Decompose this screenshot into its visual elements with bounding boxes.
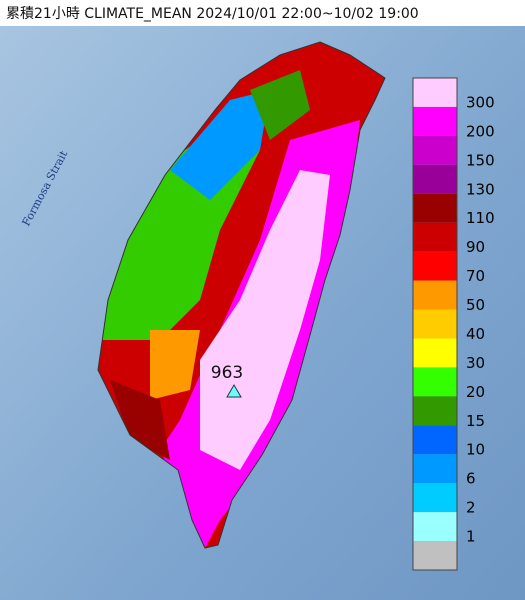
- max-marker: [226, 384, 242, 398]
- max-value-label: 963: [211, 363, 243, 383]
- legend-label: 130: [466, 180, 495, 198]
- legend-label: 300: [466, 93, 495, 111]
- legend-swatch: [413, 367, 457, 397]
- legend-swatch: [413, 280, 457, 310]
- legend-swatch: [413, 251, 457, 281]
- coastline: [97, 41, 386, 549]
- legend-swatch: [413, 193, 457, 223]
- legend-label: 10: [466, 441, 485, 459]
- legend-swatch: [413, 541, 457, 570]
- legend-label: 50: [466, 296, 485, 314]
- legend-swatch: [413, 78, 457, 107]
- legend-swatch: [413, 338, 457, 368]
- title-bar: [0, 0, 525, 26]
- legend-label: 2: [466, 499, 476, 517]
- legend-label: 40: [466, 325, 485, 343]
- legend-swatch: [413, 164, 457, 194]
- legend-label: 30: [466, 354, 485, 372]
- legend-label: 150: [466, 151, 495, 169]
- legend-swatch: [413, 106, 457, 136]
- legend-label: 1: [466, 528, 476, 546]
- legend-label: 200: [466, 122, 495, 140]
- legend-swatch: [413, 222, 457, 252]
- legend-frame: [412, 77, 458, 571]
- legend-swatch: [413, 135, 457, 165]
- title: 累積21小時 CLIMATE_MEAN 2024/10/01 22:00~10/…: [6, 6, 419, 22]
- legend-label: 70: [466, 267, 485, 285]
- legend-swatch: [413, 396, 457, 426]
- legend-swatch: [413, 309, 457, 339]
- legend-label: 90: [466, 238, 485, 256]
- legend-swatch: [413, 512, 457, 542]
- legend-swatch: [413, 425, 457, 455]
- legend-label: 15: [466, 412, 485, 430]
- legend: 300 200 150 130 110 90 70 50 40 30 20 15 10 6 2 1: [412, 77, 495, 571]
- legend-label: 20: [466, 383, 485, 401]
- legend-label: 110: [466, 209, 495, 227]
- legend-swatch: [413, 454, 457, 484]
- legend-label: 6: [466, 470, 476, 488]
- legend-swatch: [413, 483, 457, 513]
